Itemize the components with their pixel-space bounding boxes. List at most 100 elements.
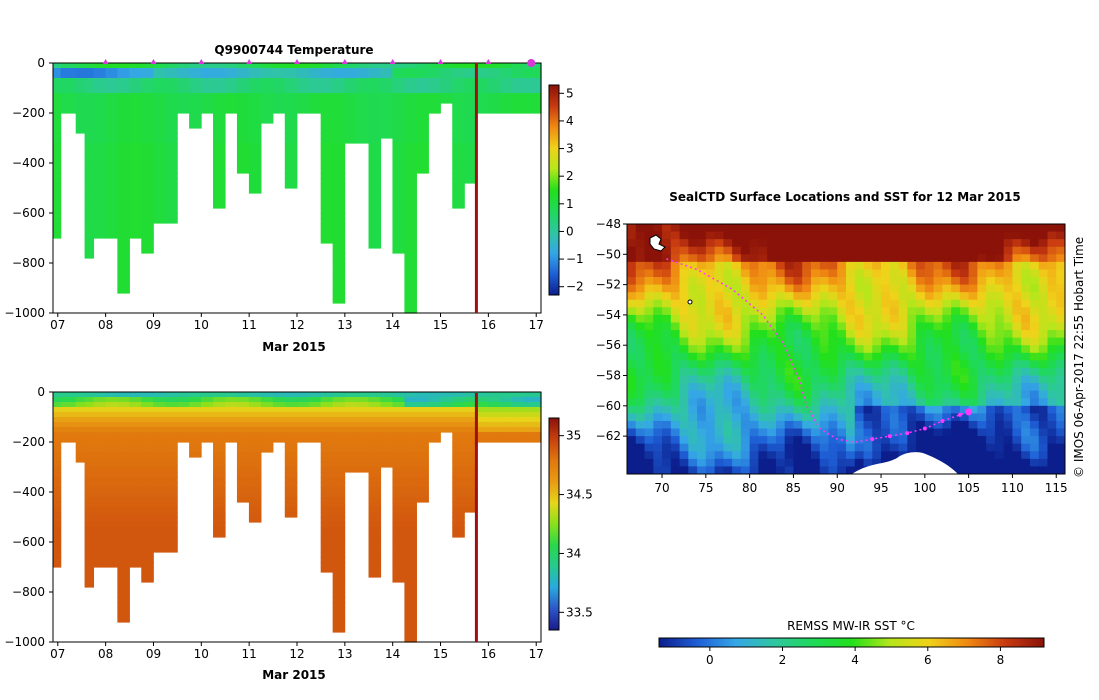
profile-cell xyxy=(117,288,130,294)
sst-cell xyxy=(784,451,795,460)
profile-cell xyxy=(224,412,238,418)
sst-cell xyxy=(986,224,996,233)
sst-cell xyxy=(1029,337,1040,346)
sst-cell xyxy=(837,239,847,248)
sst-cell xyxy=(951,352,961,361)
sst-cell xyxy=(653,451,663,460)
sst-cell xyxy=(942,314,952,324)
sst-cell xyxy=(924,284,935,293)
sst-cell xyxy=(679,307,689,316)
profile-cell xyxy=(236,113,250,119)
sst-cell xyxy=(846,231,856,240)
profile-cell xyxy=(84,228,95,234)
sst-cell xyxy=(1012,261,1022,271)
profile-cell xyxy=(380,422,394,428)
profile-cell xyxy=(476,412,489,418)
sst-cell xyxy=(872,352,882,361)
sst-cell xyxy=(732,314,742,324)
sst-cell xyxy=(854,292,865,301)
profile-cell xyxy=(213,173,226,179)
sst-cell xyxy=(819,451,830,460)
profile-cell xyxy=(332,153,346,159)
profile-cell xyxy=(392,492,406,498)
profile-cell xyxy=(93,462,106,468)
profile-cell xyxy=(141,223,154,229)
profile-cell xyxy=(452,532,465,538)
profile-cell xyxy=(332,123,346,129)
sst-cell xyxy=(670,269,681,278)
profile-cell xyxy=(464,452,477,458)
profile-cell xyxy=(356,118,370,124)
sst-cell xyxy=(767,413,777,422)
sst-cell xyxy=(854,428,865,437)
profile-cell xyxy=(165,163,178,169)
sst-cell xyxy=(723,436,733,445)
profile-cell xyxy=(380,98,394,104)
profile-cell xyxy=(272,412,286,418)
profile-cell xyxy=(84,532,95,538)
profile-cell xyxy=(284,502,298,508)
sst-cell xyxy=(758,254,768,263)
sst-cell xyxy=(775,314,786,324)
sst-cell xyxy=(837,383,847,392)
profile-cell xyxy=(344,103,358,109)
sst-cell xyxy=(846,224,856,233)
profile-cell xyxy=(224,407,238,413)
sst-cell xyxy=(846,292,856,301)
profile-cell xyxy=(332,452,346,458)
sst-cell xyxy=(793,360,803,369)
profile-cell xyxy=(141,392,154,398)
profile-cell xyxy=(141,213,154,219)
profile-cell xyxy=(452,203,465,209)
profile-cell xyxy=(141,158,154,164)
profile-cell xyxy=(296,88,310,94)
sst-cell xyxy=(1056,307,1065,316)
sst-cell xyxy=(802,307,812,316)
sst-cell xyxy=(644,451,654,460)
profile-cell xyxy=(392,118,406,124)
sst-cell xyxy=(881,314,891,324)
sst-cell xyxy=(679,299,689,308)
profile-cell xyxy=(320,158,334,164)
profile-cell xyxy=(404,397,417,403)
profile-cell xyxy=(75,93,86,99)
sst-cell xyxy=(732,292,742,301)
sst-cell xyxy=(670,390,681,399)
profile-cell xyxy=(284,442,298,448)
sst-cell xyxy=(784,413,795,422)
profile-cell xyxy=(75,452,86,458)
sst-cell xyxy=(863,443,873,452)
profile-cell xyxy=(248,68,262,74)
profile-cell xyxy=(404,567,417,573)
sst-cell xyxy=(662,375,672,384)
sst-cell xyxy=(863,337,873,346)
profile-cell xyxy=(332,477,346,483)
profile-cell xyxy=(117,143,130,149)
profile-cell xyxy=(332,268,346,274)
profile-cell xyxy=(404,273,417,279)
profile-cell xyxy=(356,397,370,403)
profile-cell xyxy=(236,487,250,493)
profile-cell xyxy=(500,103,513,109)
profile-cell xyxy=(84,507,95,513)
sst-cell xyxy=(714,390,724,399)
profile-cell xyxy=(84,502,95,508)
sst-cell xyxy=(653,405,663,414)
profile-cell xyxy=(75,417,86,423)
profile-cell xyxy=(141,218,154,224)
sst-cell xyxy=(705,261,716,271)
sst-cell xyxy=(1056,390,1065,399)
profile-cell xyxy=(93,512,106,518)
profile-cell xyxy=(84,392,95,398)
profile-cell xyxy=(236,158,250,164)
sst-cell xyxy=(749,337,759,346)
profile-cell xyxy=(380,83,394,89)
sst-cell xyxy=(732,299,742,308)
profile-cell xyxy=(404,303,417,309)
profile-cell xyxy=(153,218,166,224)
profile-cell xyxy=(428,437,441,443)
profile-cell xyxy=(189,63,202,69)
profile-cell xyxy=(165,103,178,109)
profile-cell xyxy=(344,123,358,129)
profile-cell xyxy=(213,452,226,458)
